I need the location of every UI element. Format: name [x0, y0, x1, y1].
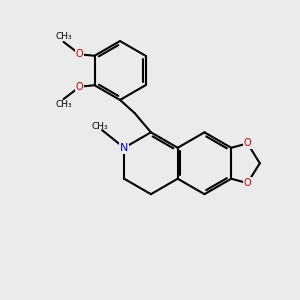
Text: O: O	[244, 178, 251, 188]
Text: CH₃: CH₃	[55, 32, 72, 41]
Text: O: O	[76, 49, 84, 59]
Text: N: N	[120, 143, 128, 153]
Text: CH₃: CH₃	[92, 122, 108, 131]
Text: O: O	[76, 82, 84, 92]
Text: CH₃: CH₃	[55, 100, 72, 109]
Text: O: O	[244, 138, 251, 148]
